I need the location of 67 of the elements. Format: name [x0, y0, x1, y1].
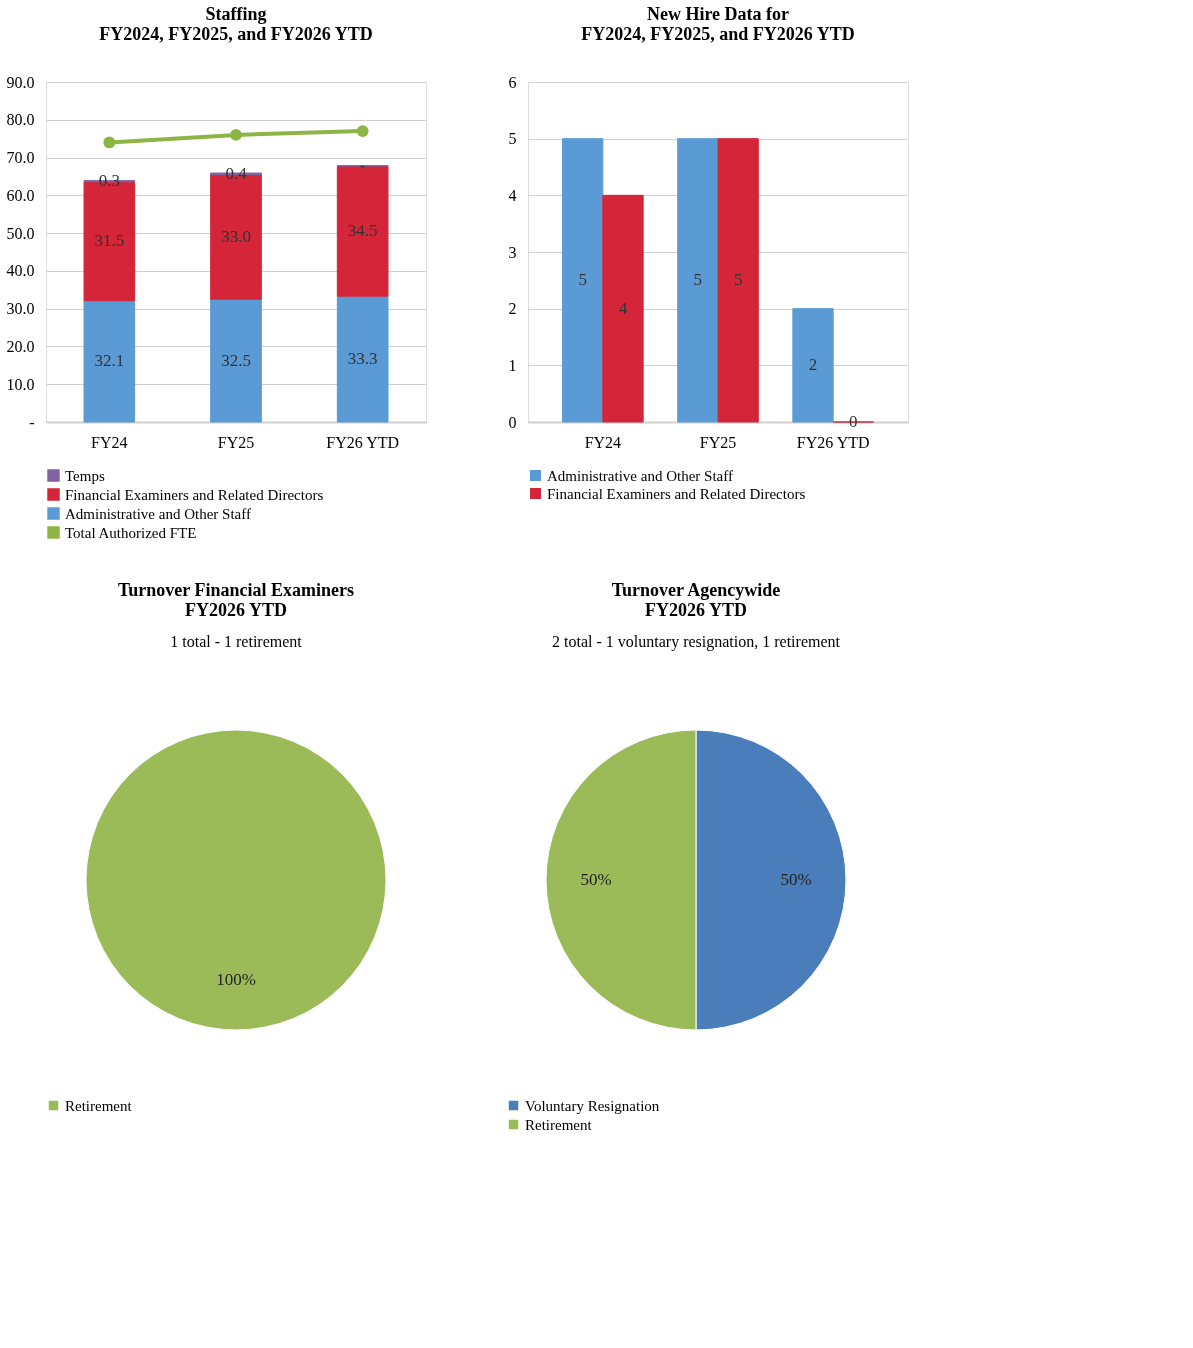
y-tick-label: 40.0 — [6, 262, 35, 280]
bar — [562, 138, 604, 423]
y-tick-label: 10.0 — [6, 375, 35, 393]
x-tick-label: FY25 — [699, 433, 737, 451]
legend-label: Total Authorized FTE — [65, 524, 197, 541]
data-label: 32.5 — [221, 350, 251, 370]
bar — [602, 194, 644, 423]
data-label: 0.4 — [225, 163, 248, 183]
legend-label: Temps — [65, 467, 105, 484]
y-tick-label: 1 — [508, 356, 517, 374]
chart-title: Turnover Agencywide FY2026 YTD — [611, 580, 781, 620]
legend-label: Retirement — [65, 1097, 133, 1114]
data-label: 50% — [780, 870, 812, 889]
data-label: 32.1 — [94, 351, 125, 371]
legend-label: Voluntary Resignation — [525, 1097, 660, 1114]
point — [103, 136, 116, 149]
data-label: 5 — [693, 270, 703, 290]
y-tick-label: 2 — [508, 300, 517, 318]
bar — [83, 300, 136, 423]
point — [356, 125, 369, 138]
x-tick-label: FY26 YTD — [326, 433, 400, 451]
bar — [717, 138, 759, 423]
y-tick-label: 60.0 — [6, 186, 35, 204]
data-label: 0.3 — [98, 171, 120, 191]
y-tick-label: 20.0 — [6, 337, 35, 355]
data-label: - — [359, 155, 366, 175]
data-label: 31.5 — [94, 231, 125, 251]
data-label: 4 — [618, 298, 628, 318]
data-label: 33.0 — [221, 226, 251, 246]
y-tick-label: 80.0 — [6, 111, 35, 129]
y-tick-label: 70.0 — [6, 149, 35, 167]
y-tick-label: 6 — [508, 73, 517, 91]
data-label: 5 — [733, 270, 743, 290]
chart-title: New Hire Data for FY2024, FY2025, and FY2026 YTD — [581, 4, 855, 44]
data-label: 33.3 — [347, 349, 378, 369]
legend-label: Administrative and Other Staff — [547, 467, 733, 484]
y-tick-label: 90.0 — [6, 73, 35, 91]
x-tick-label: FY26 YTD — [796, 433, 870, 451]
data-label: 5 — [578, 270, 587, 290]
y-tick-label: 4 — [508, 186, 517, 204]
y-tick-label: 50.0 — [6, 224, 35, 242]
legend-label: Retirement — [525, 1116, 593, 1133]
y-tick-label: 0 — [508, 413, 517, 431]
bar — [210, 298, 262, 423]
bar — [336, 295, 389, 423]
data-label: 100% — [216, 970, 256, 989]
x-tick-label: FY25 — [217, 433, 255, 451]
y-tick-label: 3 — [508, 243, 517, 261]
legend-label: Administrative and Other Staff — [65, 505, 251, 522]
x-tick-label: FY24 — [584, 433, 622, 451]
bar — [336, 165, 389, 297]
data-label: 2 — [808, 355, 818, 375]
bar — [792, 308, 834, 423]
y-tick-label: 30.0 — [6, 300, 35, 318]
y-tick-label: - — [29, 413, 35, 431]
legend-label: Financial Examiners and Related Directors — [65, 486, 324, 503]
bar — [677, 138, 719, 423]
chart-subtitle: 2 total - 1 voluntary resignation, 1 retirement — [552, 633, 841, 651]
chart-title: Turnover Financial Examiners FY2026 YTD — [117, 580, 355, 620]
chart-title: Staffing FY2024, FY2025, and FY2026 YTD — [99, 4, 373, 44]
chart-subtitle: 1 total - 1 retirement — [170, 633, 303, 650]
point — [230, 128, 242, 141]
legend-label: Financial Examiners and Related Directors — [547, 485, 806, 502]
data-label: 34.5 — [347, 221, 378, 241]
y-tick-label: 5 — [508, 130, 517, 148]
data-label: 50% — [580, 870, 612, 889]
x-tick-label: FY24 — [91, 433, 128, 451]
